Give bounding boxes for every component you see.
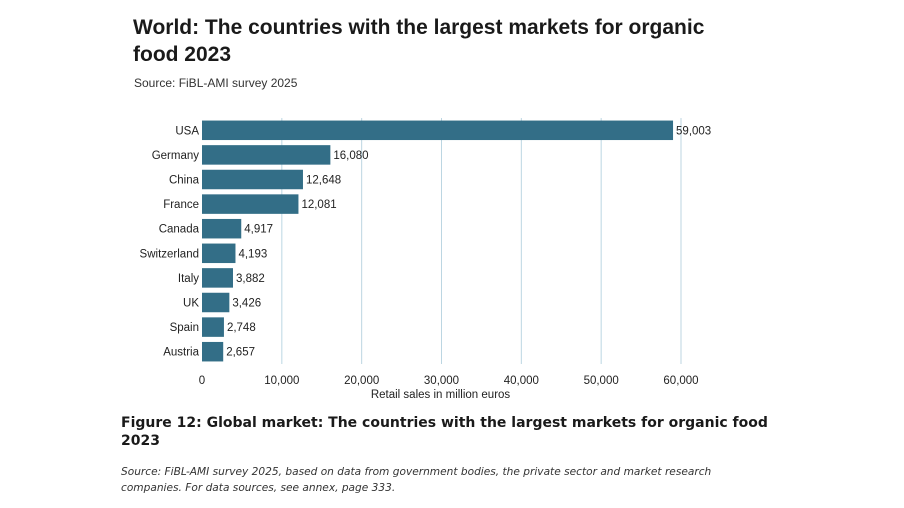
bar: [202, 120, 674, 141]
category-label: France: [163, 199, 199, 211]
x-tick-label: 0: [199, 375, 205, 387]
bar: [202, 292, 230, 313]
x-tick-label: 50,000: [584, 375, 619, 387]
category-label: Canada: [159, 224, 200, 236]
bar: [202, 218, 242, 239]
value-label: 3,426: [232, 298, 261, 310]
figure-caption: Figure 12: Global market: The countries …: [121, 415, 768, 449]
value-label: 16,080: [333, 150, 368, 162]
value-label: 4,917: [244, 224, 273, 236]
value-label: 12,081: [301, 199, 336, 211]
value-label: 4,193: [238, 248, 267, 260]
category-label: UK: [183, 298, 199, 310]
bar: [202, 317, 224, 337]
value-label: 2,657: [226, 347, 255, 359]
value-label: 12,648: [306, 175, 341, 187]
bar: [202, 145, 331, 165]
x-tick-label: 30,000: [424, 375, 459, 387]
figure-source-note: Source: FiBL-AMI survey 2025, based on d…: [121, 466, 712, 494]
bar: [202, 268, 233, 288]
category-label: China: [169, 175, 200, 187]
chart-subtitle: Source: FiBL-AMI survey 2025: [134, 76, 298, 90]
value-label: 3,882: [236, 273, 265, 285]
category-label: Austria: [163, 347, 199, 359]
category-label: Italy: [178, 273, 199, 285]
category-label: USA: [175, 125, 199, 137]
category-label: Germany: [152, 150, 200, 162]
bar: [202, 341, 224, 362]
x-tick-label: 40,000: [504, 375, 539, 387]
chart-title: World: The countries with the largest ma…: [133, 16, 705, 66]
value-label: 2,748: [227, 322, 256, 334]
x-axis-title: Retail sales in million euros: [371, 389, 511, 401]
x-tick-label: 10,000: [264, 375, 299, 387]
category-label: Spain: [170, 322, 199, 334]
x-tick-label: 20,000: [344, 375, 379, 387]
bar: [202, 169, 303, 190]
category-label: Switzerland: [140, 248, 199, 260]
value-label: 59,003: [676, 125, 711, 137]
bar: [202, 243, 236, 264]
x-tick-label: 60,000: [663, 375, 698, 387]
bar: [202, 194, 299, 214]
bar-chart: USA 59,003 Germany 16,080 China 12,648 France 1…: [140, 118, 711, 401]
